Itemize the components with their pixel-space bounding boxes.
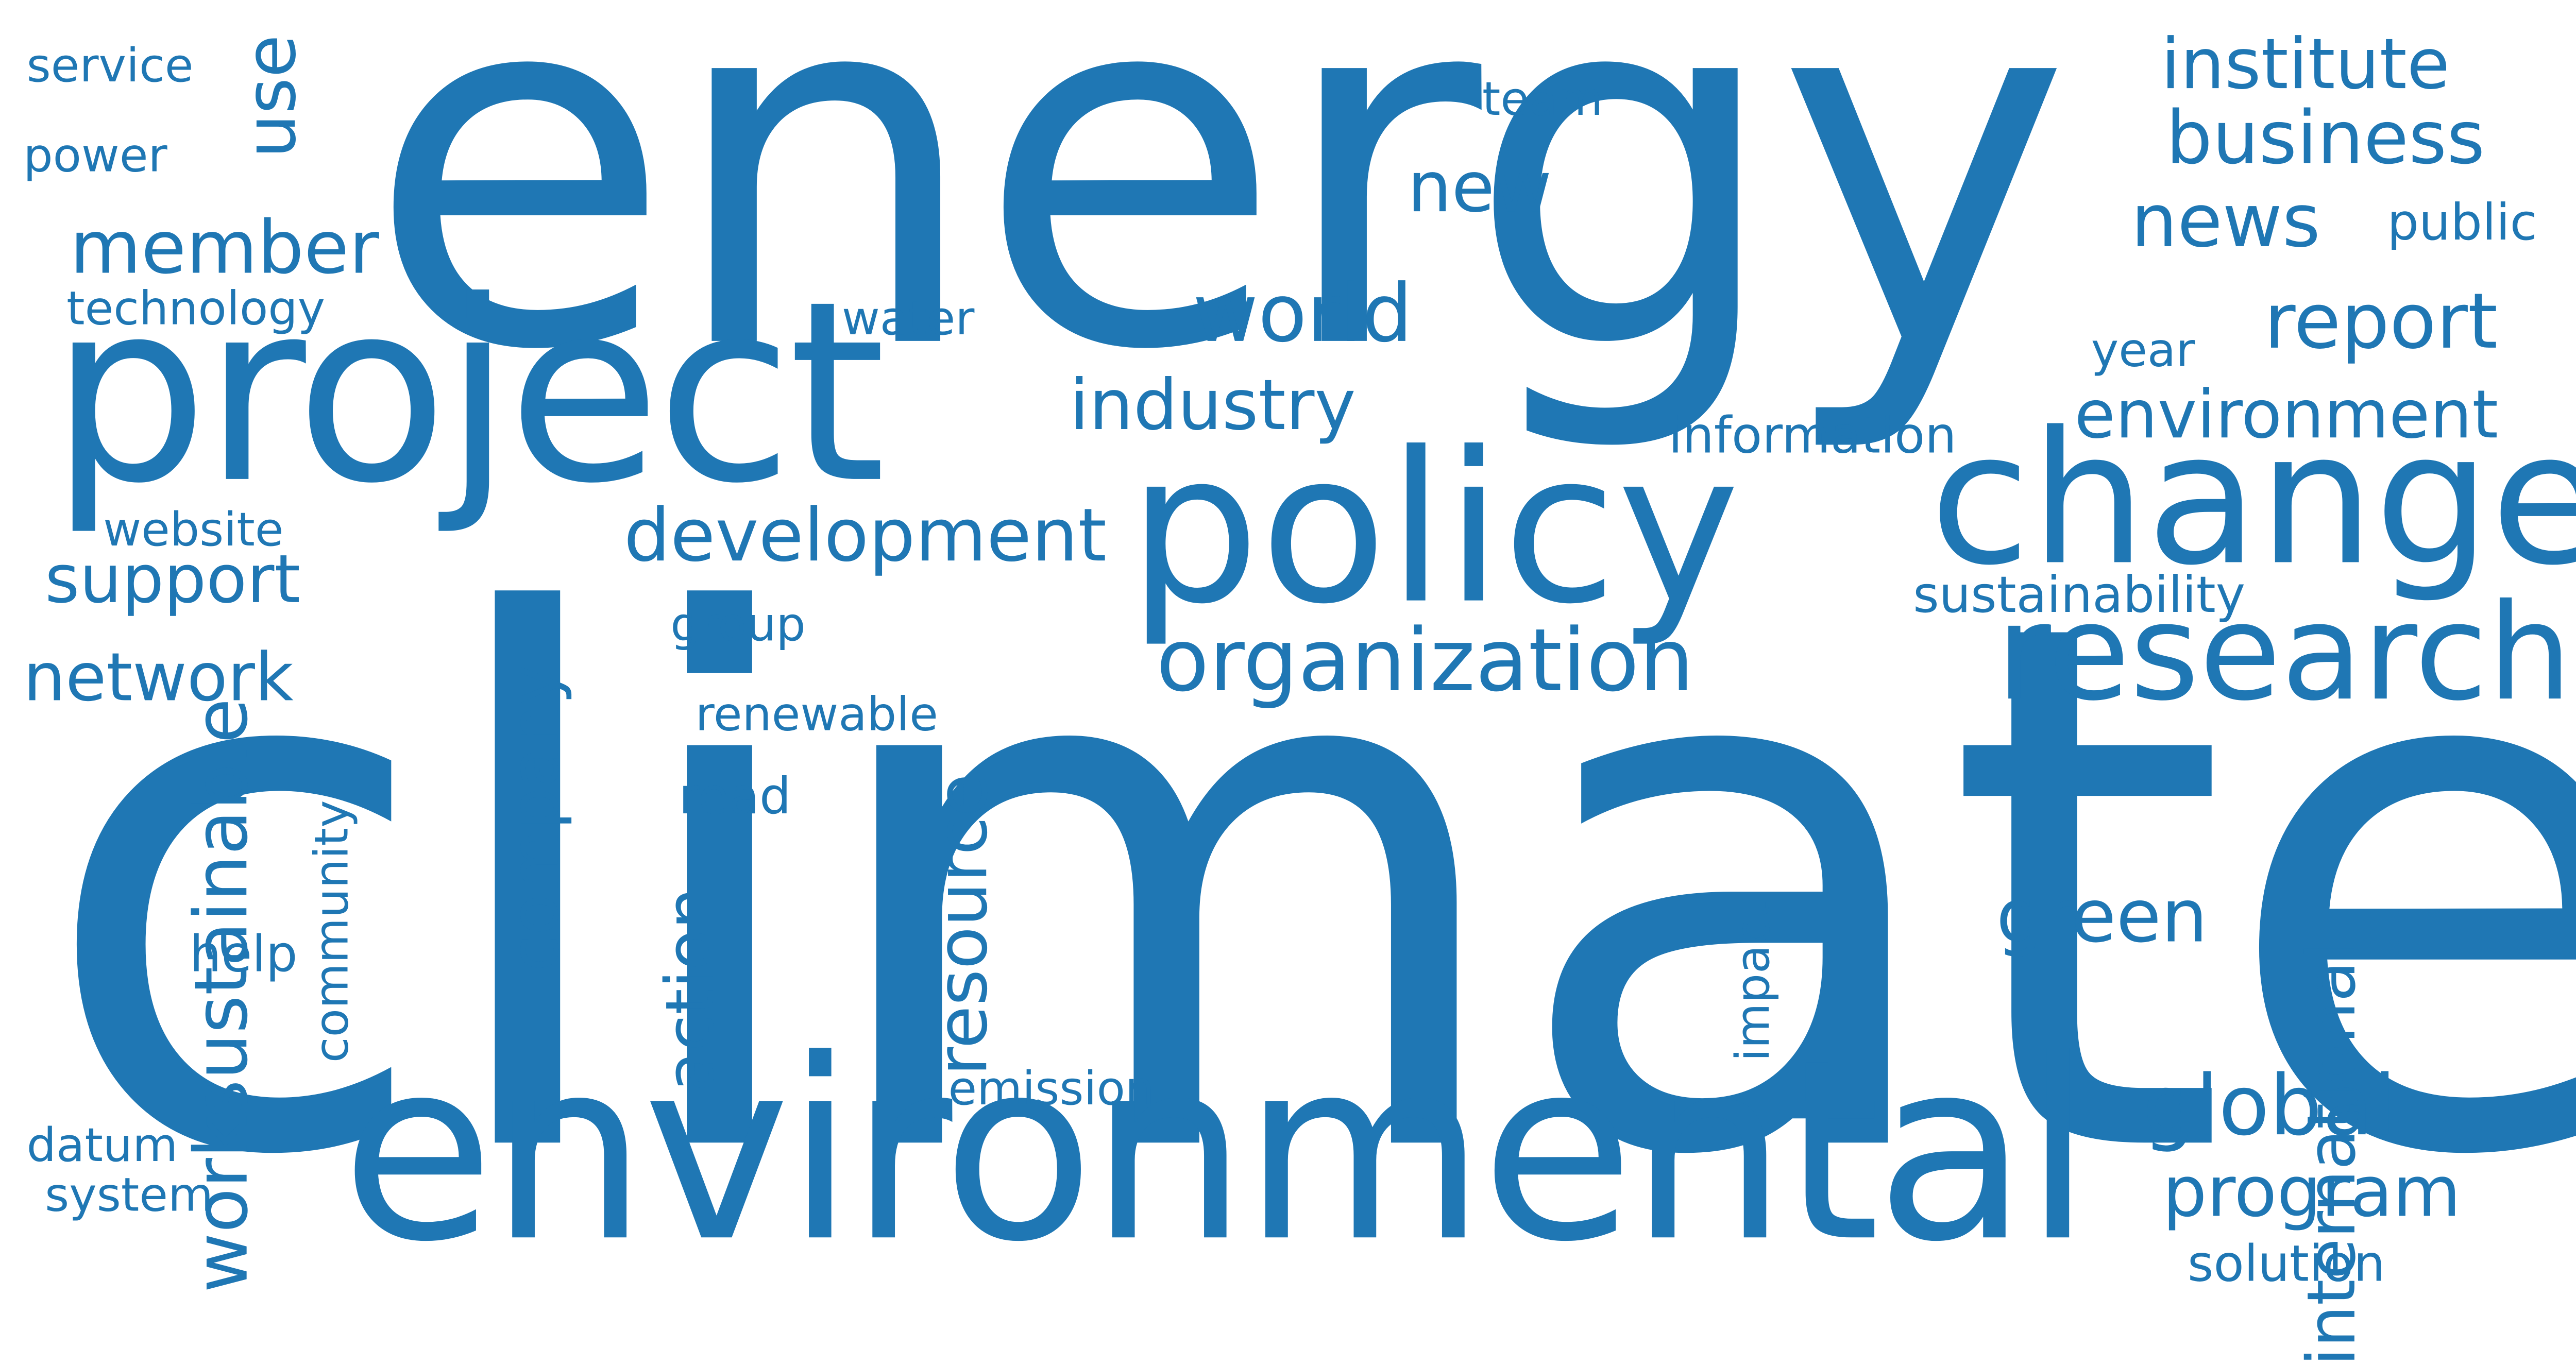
word-climate: climate: [37, 469, 2576, 1316]
word-institute: institute: [2161, 23, 2450, 105]
word-community: community: [304, 800, 360, 1063]
word-information: information: [1668, 407, 1957, 466]
word-help: help: [190, 926, 298, 985]
word-research: research: [1996, 575, 2572, 730]
word-energy: energy: [366, 0, 2072, 459]
word-green: green: [1996, 875, 2208, 960]
word-support: support: [45, 542, 301, 619]
word-news: news: [2131, 179, 2320, 265]
word-system: system: [45, 1167, 214, 1223]
word-use: use: [230, 35, 312, 159]
word-read: read: [679, 768, 791, 827]
word-report: report: [2264, 276, 2498, 366]
word-resource: resource: [921, 773, 1003, 1076]
word-environmental: environmental: [341, 1008, 2093, 1298]
word-water: water: [841, 291, 975, 346]
word-sustainable: sustainable: [180, 698, 265, 1118]
word-network: network: [23, 640, 294, 717]
word-business: business: [2166, 96, 2485, 181]
word-new: new: [1407, 146, 1552, 228]
word-power: power: [23, 128, 167, 183]
word-impact: impact: [1725, 901, 1781, 1062]
word-global: global: [2142, 1057, 2397, 1154]
word-action: action: [652, 886, 729, 1091]
word-datum: datum: [26, 1117, 178, 1173]
word-renewable: renewable: [695, 687, 938, 742]
word-public: public: [2387, 194, 2537, 253]
word-organization: organization: [1156, 612, 1694, 712]
word-project: project: [49, 249, 886, 539]
word-cloud: climate energy project environmental pol…: [23, 0, 2576, 1365]
word-work: work: [180, 1115, 265, 1293]
word-year: year: [2091, 322, 2195, 378]
word-development: development: [623, 493, 1107, 579]
word-website: website: [103, 502, 284, 557]
word-emission: emission: [948, 1061, 1155, 1116]
word-technology: technology: [66, 281, 326, 336]
word-team: team: [1482, 71, 1603, 127]
word-group: group: [670, 597, 806, 652]
word-international: international: [2294, 942, 2370, 1365]
word-program: program: [2162, 1151, 2461, 1233]
word-environment: environment: [2074, 377, 2499, 454]
word-sustainability: sustainability: [1913, 567, 2246, 626]
word-change: change: [1929, 393, 2576, 606]
word-member: member: [70, 206, 379, 292]
word-service: service: [26, 38, 194, 93]
word-solution: solution: [2188, 1236, 2385, 1294]
word-company: company: [498, 664, 574, 972]
word-world: world: [1193, 267, 1413, 361]
word-policy: policy: [1128, 409, 1740, 651]
word-industry: industry: [1070, 364, 1356, 446]
